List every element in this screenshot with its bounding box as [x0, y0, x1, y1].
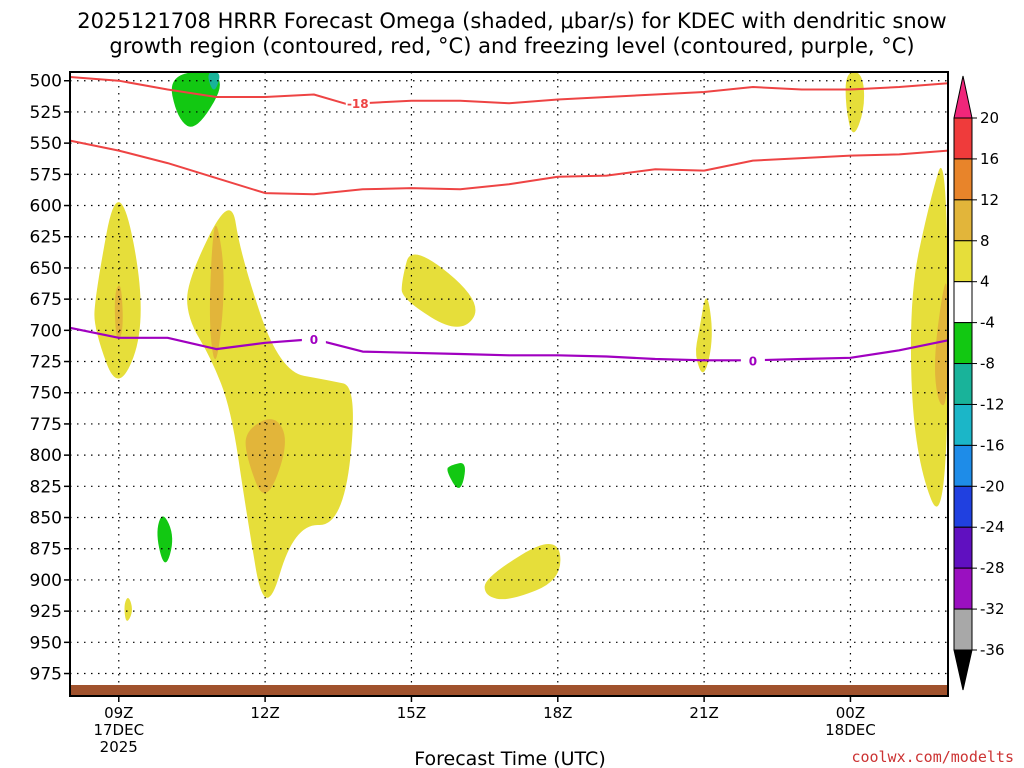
colorbar-swatch-5: [953, 322, 973, 365]
colorbar-label-5: -4: [980, 314, 995, 332]
x-tick-label-18Z: 18Z: [543, 704, 572, 722]
y-tick-label-525: 525: [30, 103, 62, 123]
colorbar-label-2: 12: [980, 191, 999, 209]
colorbar-label-3: 8: [980, 232, 990, 250]
contour-label-1: 0: [310, 333, 318, 347]
colorbar-top-arrow: [953, 75, 973, 119]
omega-region-10: [401, 254, 476, 327]
x-axis-label: Forecast Time (UTC): [414, 748, 605, 768]
y-tick-label-600: 600: [30, 197, 62, 217]
y-tick-label-750: 750: [30, 384, 62, 404]
omega-region-2: [157, 516, 173, 563]
colorbar-swatch-0: [953, 117, 973, 160]
omega-region-15: [935, 283, 948, 406]
contour-label-0: -18: [347, 97, 369, 111]
colorbar-swatch-7: [953, 403, 973, 446]
colorbar-swatch-9: [953, 485, 973, 528]
y-tick-label-900: 900: [30, 571, 62, 591]
x-tick-label-09Z: 09Z: [104, 704, 133, 722]
omega-region-7: [187, 210, 353, 598]
plot-area: -18 0 0: [69, 71, 949, 697]
colorbar-label-1: 16: [980, 150, 999, 168]
colorbar-swatch-2: [953, 199, 973, 242]
y-axis: 500 525 550 575 600 625 650 675 700 725 750 775 800 8…: [30, 72, 70, 685]
omega-region-11: [484, 544, 561, 600]
omega-region-14: [910, 167, 948, 507]
y-tick-label-975: 975: [30, 665, 62, 685]
x-tick-sublabel-09Z-1: 2025: [100, 738, 138, 756]
contour-lines: -18 0 0: [69, 76, 949, 368]
omega-region-12: [696, 298, 712, 373]
omega-shading: [94, 72, 948, 621]
x-tick-sublabel-00Z-0: 18DEC: [825, 721, 876, 739]
y-tick-label-800: 800: [30, 446, 62, 466]
colorbar-label-0: 20: [980, 109, 999, 127]
omega-region-8: [209, 225, 224, 360]
omega-region-5: [114, 285, 123, 340]
colorbar-label-12: -32: [980, 600, 1005, 618]
colorbar-swatch-1: [953, 158, 973, 201]
y-tick-label-725: 725: [30, 353, 62, 373]
colorbar-swatch-6: [953, 363, 973, 405]
y-tick-label-825: 825: [30, 477, 62, 497]
chart-title-line-2: growth region (contoured, red, °C) and f…: [109, 34, 914, 58]
colorbar-swatch-10: [953, 526, 973, 569]
contour-line-1: [69, 139, 949, 196]
x-tick-label-00Z: 00Z: [836, 704, 865, 722]
x-tick-label-21Z: 21Z: [689, 704, 718, 722]
contour-label-bg-0: [345, 96, 370, 111]
colorbar-label-9: -20: [980, 477, 1005, 495]
colorbar-swatch-8: [953, 444, 973, 487]
contour-label-bg-1: [301, 332, 326, 347]
y-tick-label-700: 700: [30, 321, 62, 341]
x-tick-label-12Z: 12Z: [250, 704, 279, 722]
colorbar-swatch-11: [953, 567, 973, 610]
y-tick-label-925: 925: [30, 602, 62, 622]
omega-region-1: [208, 72, 220, 90]
colorbar-swatch-3: [953, 240, 973, 283]
plot-background: [70, 72, 948, 696]
omega-region-9: [245, 419, 285, 494]
contour-line-2: [69, 326, 949, 362]
plot-frame: [69, 71, 949, 697]
colorbar: 20 16 12 8 4 -4 -8 -12 -16 -20 -24 -28 -32 -36: [953, 75, 1005, 691]
y-tick-label-875: 875: [30, 540, 62, 560]
y-tick-label-550: 550: [30, 134, 62, 154]
credit-text: coolwx.com/modelts: [851, 748, 1014, 766]
y-tick-label-500: 500: [30, 72, 62, 92]
contour-label-2: 0: [749, 354, 757, 368]
omega-region-3: [447, 463, 465, 488]
colorbar-label-7: -12: [980, 395, 1005, 413]
y-tick-label-950: 950: [30, 633, 62, 653]
colorbar-label-11: -28: [980, 559, 1005, 577]
colorbar-swatch-4: [953, 281, 973, 324]
omega-region-6: [124, 597, 132, 621]
y-tick-label-575: 575: [30, 165, 62, 185]
colorbar-bottom-arrow: [953, 649, 973, 691]
x-tick-label-15Z: 15Z: [397, 704, 426, 722]
colorbar-label-6: -8: [980, 355, 995, 373]
colorbar-label-10: -24: [980, 518, 1005, 536]
y-tick-label-675: 675: [30, 290, 62, 310]
y-tick-label-850: 850: [30, 509, 62, 529]
colorbar-label-8: -16: [980, 436, 1005, 454]
y-tick-label-625: 625: [30, 228, 62, 248]
colorbar-label-4: 4: [980, 273, 990, 291]
colorbar-swatch-12: [953, 608, 973, 651]
colorbar-label-13: -36: [980, 641, 1005, 659]
x-tick-sublabel-09Z-0: 17DEC: [93, 721, 144, 739]
y-tick-label-775: 775: [30, 415, 62, 435]
terrain-strip: [70, 685, 948, 696]
chart-title-line-1: 2025121708 HRRR Forecast Omega (shaded, …: [77, 9, 946, 33]
contour-line-0: [69, 76, 949, 106]
y-tick-label-650: 650: [30, 259, 62, 279]
omega-region-0: [171, 72, 220, 127]
contour-label-bg-2: [740, 353, 765, 368]
